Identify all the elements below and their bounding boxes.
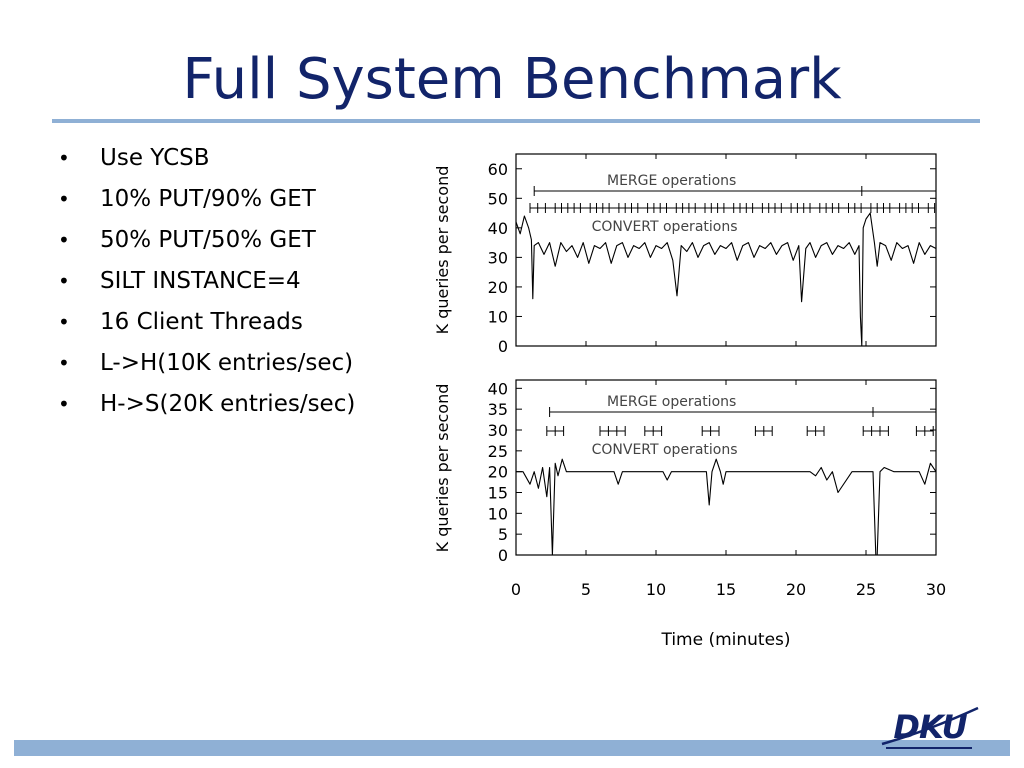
y-tick-label: 30 [488,421,508,440]
throughput-series-line-0 [516,458,937,556]
y-tick-label: 30 [488,248,508,267]
bullet-text: 16 Client Threads [100,309,303,335]
bullet-text: Use YCSB [100,145,210,171]
logo-mark: DKU [881,706,979,749]
bullet-item: • 50% PUT/50% GET [56,220,416,261]
x-tick-label: 10 [646,580,666,599]
y-axis-label: K queries per second [433,166,452,335]
x-tick-label: 20 [786,580,806,599]
x-tick-label: 0 [511,580,521,599]
y-tick-label: 5 [498,525,508,544]
bullet-marker: • [58,392,70,416]
x-tick-label: 15 [716,580,736,599]
convert-operations-annotation: CONVERT operations [592,219,738,235]
y-tick-label: 0 [498,546,508,565]
bullet-item: • SILT INSTANCE=4 [56,261,416,302]
logo-text: DKU [893,708,967,746]
dku-logo: DKU [880,698,980,752]
x-tick-label: 30 [926,580,946,599]
bullet-item: • 10% PUT/90% GET [56,179,416,220]
bullet-marker: • [58,310,70,334]
y-tick-label: 50 [488,189,508,208]
bullet-text: SILT INSTANCE=4 [100,268,301,294]
bullet-marker: • [58,228,70,252]
footer-bar [14,740,1010,756]
title-divider [52,119,980,123]
x-tick-label: 25 [856,580,876,599]
bullet-marker: • [58,146,70,170]
bullet-marker: • [58,187,70,211]
bullet-item: • H->S(20K entries/sec) [56,384,416,425]
y-tick-label: 20 [488,278,508,297]
y-tick-label: 0 [498,337,508,356]
y-tick-label: 25 [488,442,508,461]
merge-operations-annotation: MERGE operations [607,394,736,410]
bullet-text: L->H(10K entries/sec) [100,350,354,376]
logo-swoosh [881,706,979,746]
y-tick-label: 10 [488,504,508,523]
bullet-marker: • [58,269,70,293]
y-tick-label: 15 [488,484,508,503]
bullet-marker: • [58,351,70,375]
throughput-series-line-0 [515,212,937,347]
y-tick-label: 40 [488,219,508,238]
bullet-text: 10% PUT/90% GET [100,186,316,212]
bullet-list: • Use YCSB • 10% PUT/90% GET • 50% PUT/50% … [56,138,416,425]
slide-title: Full System Benchmark [182,47,842,112]
y-tick-label: 20 [488,463,508,482]
y-axis-label: K queries per second [433,384,452,553]
y-tick-label: 40 [488,379,508,398]
bullet-item: • Use YCSB [56,138,416,179]
bullet-item: • L->H(10K entries/sec) [56,343,416,384]
y-tick-label: 10 [488,307,508,326]
x-axis-label: Time (minutes) [660,630,790,650]
bullet-text: H->S(20K entries/sec) [100,391,356,417]
convert-operations-annotation: CONVERT operations [592,442,738,458]
benchmark-charts: 0 10 20 30 40 50 60 K queries per second MERGE o… [420,138,960,668]
y-tick-label: 60 [488,160,508,179]
y-tick-label: 35 [488,400,508,419]
merge-operations-annotation: MERGE operations [607,173,736,189]
x-tick-label: 5 [581,580,591,599]
bullet-item: • 16 Client Threads [56,302,416,343]
bullet-text: 50% PUT/50% GET [100,227,316,253]
